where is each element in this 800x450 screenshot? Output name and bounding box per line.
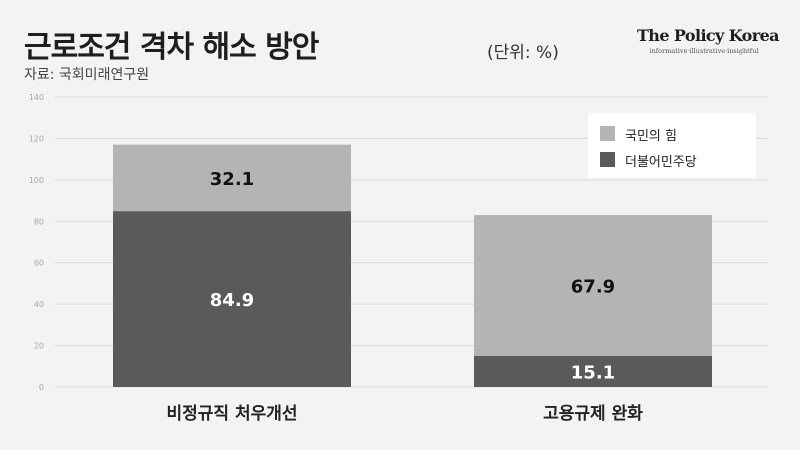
y-tick-label: 60 (34, 259, 44, 268)
bar-segment (474, 355, 712, 387)
y-tick-label: 20 (34, 342, 44, 351)
brand-name: The Policy Korea (637, 26, 780, 45)
bar-segment (113, 144, 351, 212)
y-tick-label: 120 (29, 134, 44, 143)
y-tick-label: 100 (29, 176, 44, 185)
source-note: 자료: 국회미래연구원 (24, 67, 150, 83)
bar-segment (474, 215, 712, 356)
y-tick-label: 0 (39, 383, 44, 392)
y-tick-label: 40 (34, 300, 44, 309)
brand-tagline: informative·illustrative·insightful (649, 47, 759, 55)
x-tick-label: 비정규직 처우개선 (166, 404, 297, 424)
data-label: 84.9 (210, 290, 254, 311)
y-tick-label: 140 (29, 93, 44, 102)
y-tick-label: 80 (34, 217, 44, 226)
brand-logo: The Policy Korea informative·illustrativ… (637, 26, 780, 55)
legend-label-ppp: 국민의 힘 (625, 129, 677, 144)
bar-segment (113, 211, 351, 387)
x-tick-label: 고용규제 완화 (543, 404, 643, 424)
data-label: 67.9 (571, 276, 615, 297)
unit-label: (단위: %) (487, 43, 559, 63)
data-label: 32.1 (210, 169, 254, 190)
legend-swatch-dpk (600, 152, 615, 167)
legend-swatch-ppp (600, 126, 615, 141)
legend: 국민의 힘 더불어민주당 (588, 113, 756, 178)
data-label: 15.1 (571, 362, 615, 383)
chart-title: 근로조건 격차 해소 방안 (24, 30, 319, 65)
legend-label-dpk: 더불어민주당 (625, 155, 697, 170)
